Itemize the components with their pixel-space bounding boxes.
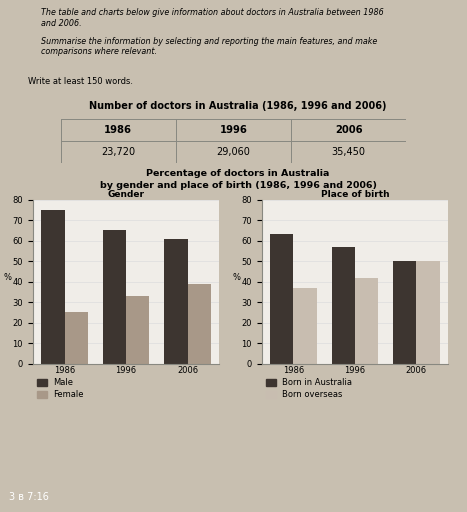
Text: Summarise the information by selecting and reporting the main features, and make: Summarise the information by selecting a… <box>41 36 377 56</box>
Text: Write at least 150 words.: Write at least 150 words. <box>28 77 133 86</box>
Bar <box>126 296 149 364</box>
Title: Gender: Gender <box>107 190 145 199</box>
Bar <box>103 230 126 364</box>
Y-axis label: % : % <box>233 272 244 282</box>
Bar <box>355 278 378 364</box>
Bar <box>332 247 355 364</box>
Bar <box>293 288 317 364</box>
Bar <box>417 261 440 364</box>
Bar <box>64 312 88 364</box>
Text: 23,720: 23,720 <box>101 147 135 157</box>
Bar <box>393 261 417 364</box>
Bar <box>270 234 293 364</box>
Bar <box>164 239 188 364</box>
Title: Place of birth: Place of birth <box>321 190 389 199</box>
Text: 29,060: 29,060 <box>217 147 250 157</box>
Bar <box>41 210 64 364</box>
Text: 2006: 2006 <box>335 125 362 135</box>
Text: 3 в 7:16: 3 в 7:16 <box>9 492 49 502</box>
Legend: Born in Australia, Born overseas: Born in Australia, Born overseas <box>266 378 353 399</box>
Bar <box>188 284 211 364</box>
Y-axis label: % : % <box>4 272 15 282</box>
Legend: Male, Female: Male, Female <box>37 378 84 399</box>
Text: The table and charts below give information about doctors in Australia between 1: The table and charts below give informat… <box>41 8 383 28</box>
Text: 35,450: 35,450 <box>332 147 366 157</box>
Text: 1996: 1996 <box>219 125 248 135</box>
Text: Percentage of doctors in Australia
by gender and place of birth (1986, 1996 and : Percentage of doctors in Australia by ge… <box>99 169 377 190</box>
Text: Number of doctors in Australia (1986, 1996 and 2006): Number of doctors in Australia (1986, 19… <box>89 101 387 112</box>
Text: 1986: 1986 <box>104 125 132 135</box>
